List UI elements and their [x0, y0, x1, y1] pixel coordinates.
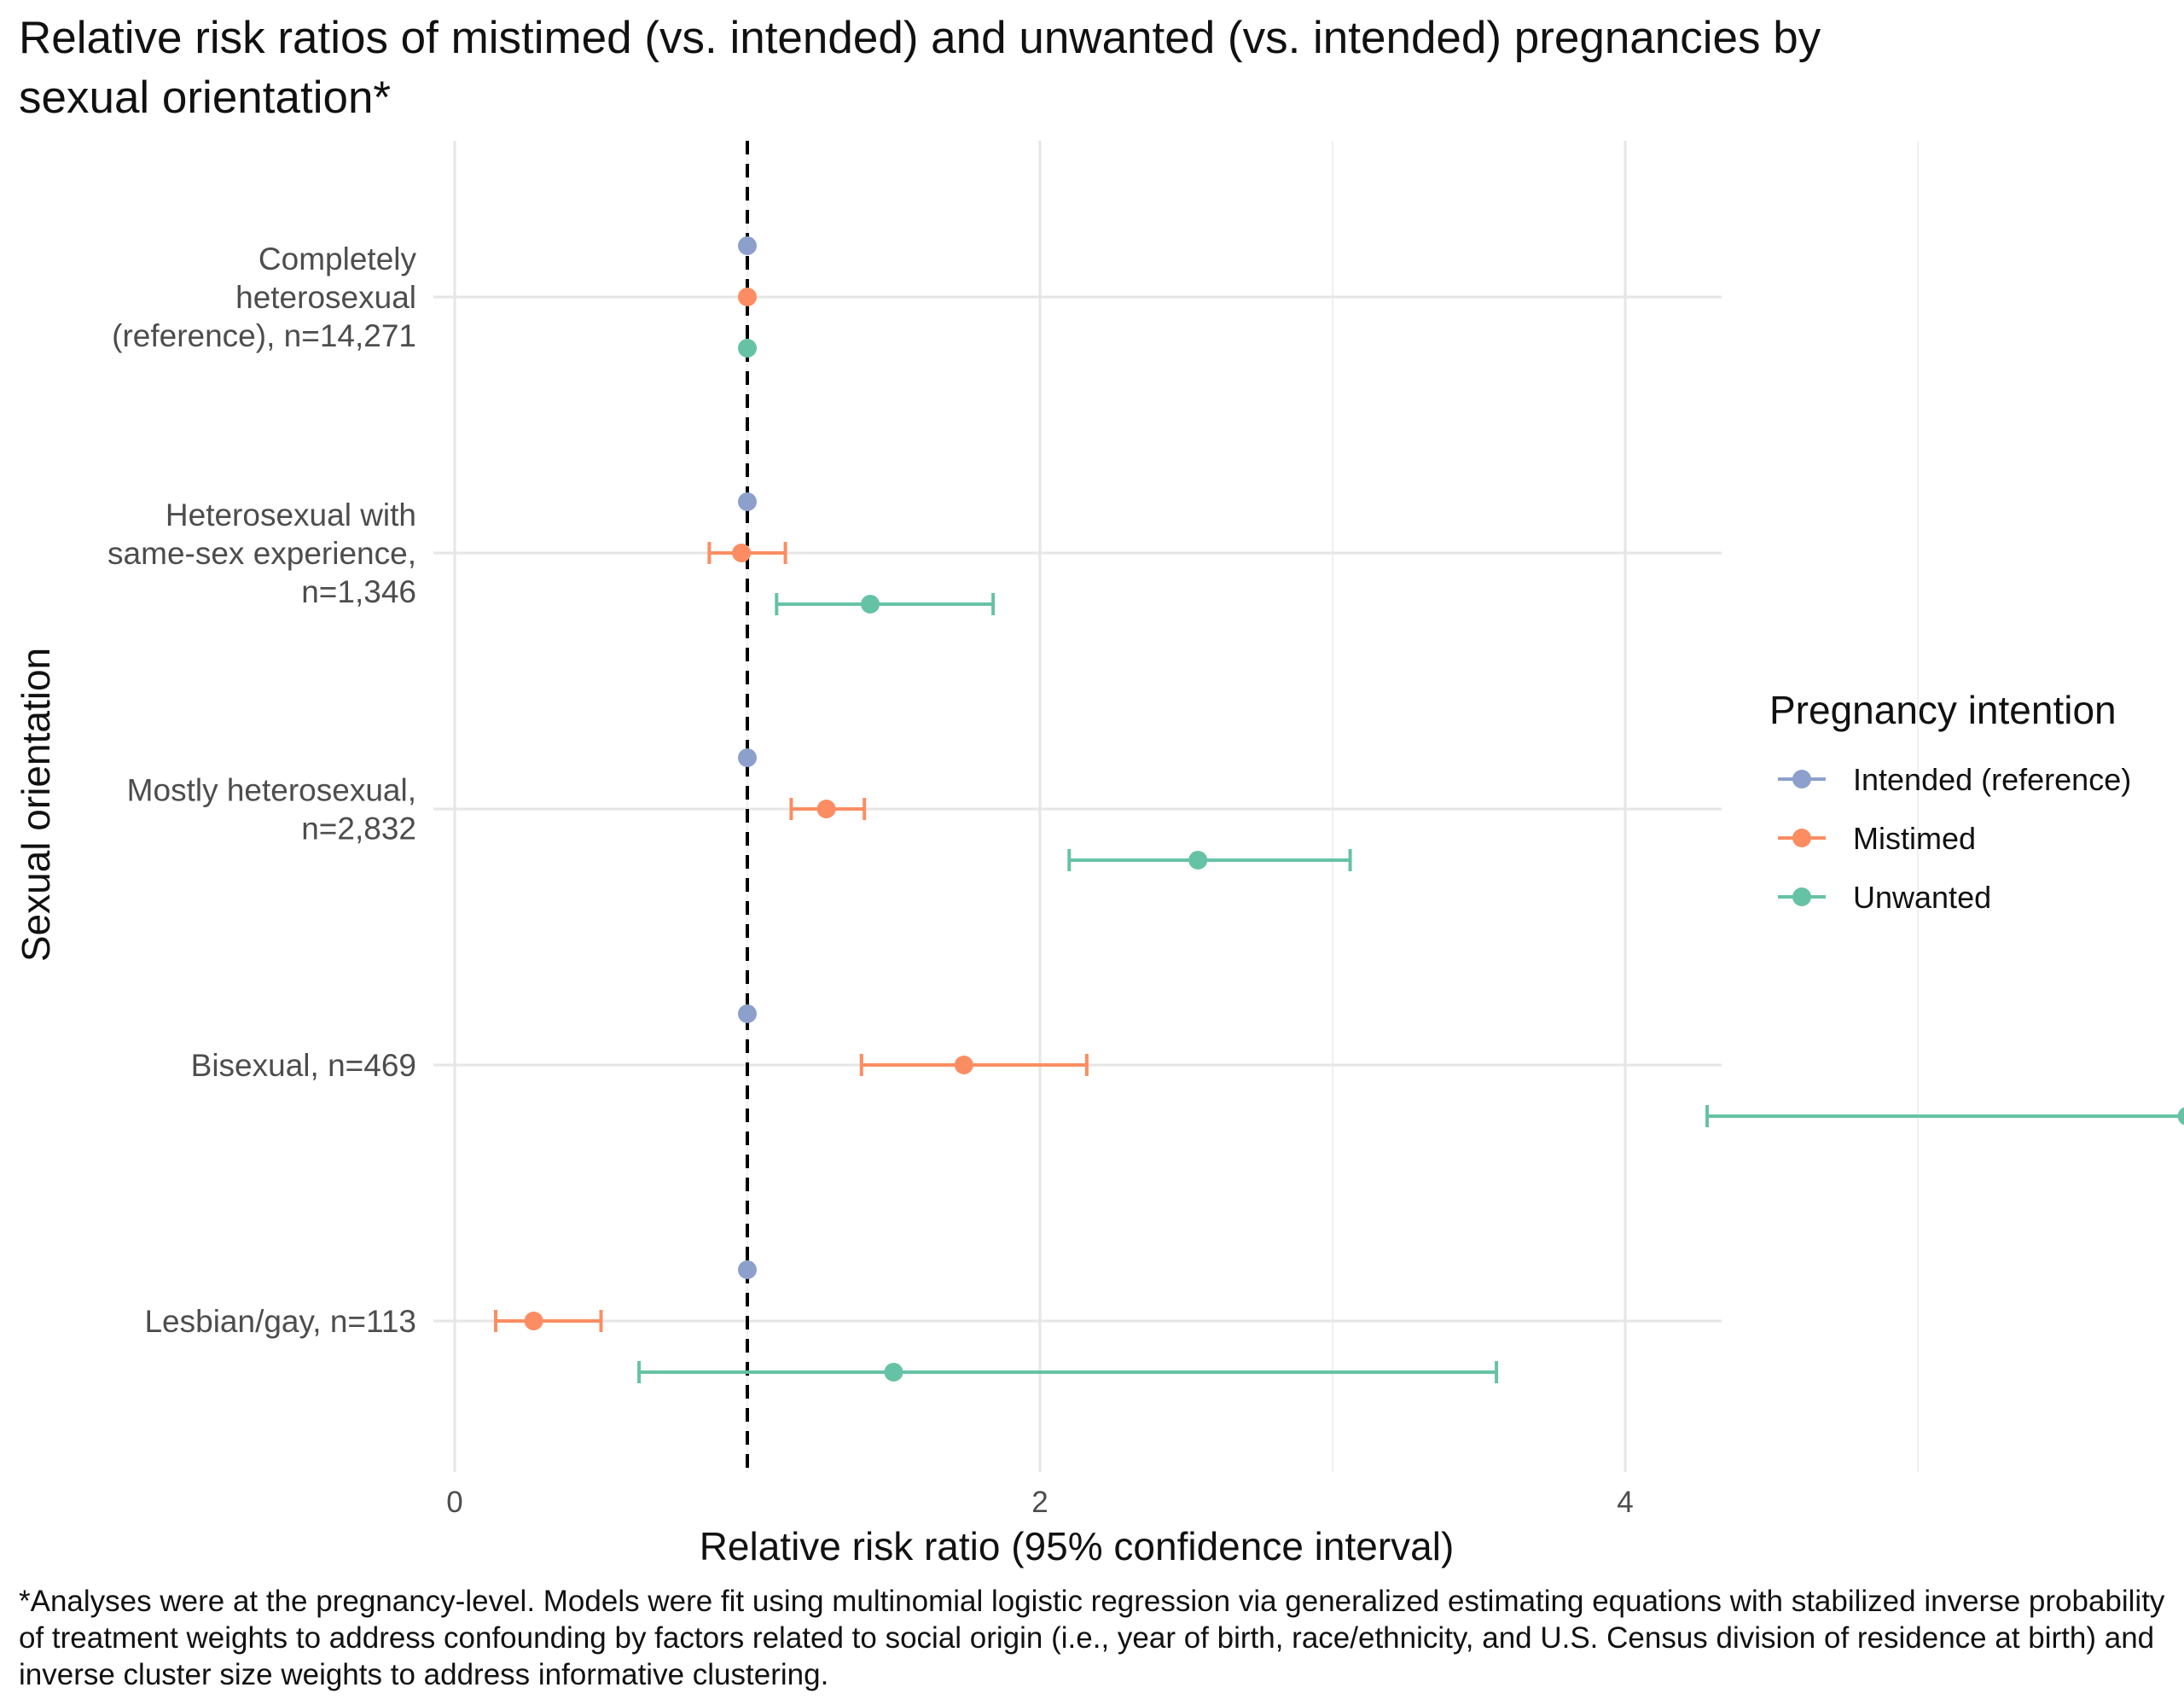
point-unwanted	[1067, 849, 1352, 871]
chart-title: Relative risk ratios of mistimed (vs. in…	[19, 13, 1833, 123]
point-intended-reference	[738, 748, 757, 767]
estimate-point	[738, 1004, 757, 1023]
point-intended-reference	[738, 492, 757, 511]
legend-label: Intended (reference)	[1853, 762, 2131, 797]
legend-label: Mistimed	[1853, 821, 1976, 856]
point-intended-reference	[738, 1260, 757, 1279]
estimate-point	[861, 595, 880, 614]
estimate-point	[816, 800, 836, 818]
category-label-line: Completely	[258, 241, 417, 276]
legend-key-point	[1792, 829, 1811, 847]
legend: Pregnancy intention Intended (reference)…	[1769, 688, 2131, 915]
y-axis-categories: Completely heterosexual (reference), n=14,…	[107, 241, 416, 1339]
estimate-point	[738, 288, 757, 306]
category-label: Bisexual, n=469	[191, 1048, 416, 1083]
y-axis-title: Sexual orientation	[14, 648, 58, 962]
category-label-line: n=2,832	[301, 812, 416, 847]
point-intended-reference	[738, 1004, 757, 1023]
footnote: *Analyses were at the pregnancy-level. M…	[19, 1585, 2165, 1691]
point-mistimed	[494, 1310, 603, 1332]
category-label-line: heterosexual	[235, 280, 416, 315]
category-label: Heterosexual with same-sex experience, n=1…	[107, 497, 416, 609]
category-label: Lesbian/gay, n=113	[144, 1304, 416, 1339]
x-tick-label: 4	[1617, 1486, 1633, 1519]
category-label-line: Lesbian/gay, n=113	[144, 1304, 416, 1339]
point-mistimed	[789, 798, 867, 820]
category-label-line: Bisexual, n=469	[191, 1048, 416, 1083]
category-label-line: Heterosexual with	[166, 497, 416, 532]
estimate-point	[738, 1260, 757, 1279]
category-label: Mostly heterosexual, n=2,832	[127, 773, 416, 847]
x-axis-title: Relative risk ratio (95% confidence inte…	[700, 1524, 1455, 1568]
legend-key-point	[1792, 887, 1811, 906]
estimate-point	[954, 1056, 973, 1074]
estimate-point	[524, 1312, 543, 1330]
point-mistimed	[738, 288, 757, 306]
point-mistimed	[707, 542, 787, 564]
point-unwanted	[1705, 1105, 2184, 1127]
x-tick-label: 2	[1031, 1486, 1048, 1519]
legend-title: Pregnancy intention	[1769, 688, 2117, 732]
x-tick-label: 0	[446, 1486, 462, 1519]
point-unwanted	[775, 593, 996, 615]
legend-label: Unwanted	[1853, 880, 1991, 915]
category-label-line: n=1,346	[301, 574, 416, 609]
chart-title-line-1: Relative risk ratios of mistimed (vs. in…	[19, 13, 1821, 63]
x-axis-ticks: 02468	[446, 1486, 1633, 1519]
point-unwanted	[738, 339, 757, 358]
category-label-line: (reference), n=14,271	[112, 318, 416, 353]
data-marks	[494, 236, 2184, 1383]
estimate-point	[738, 748, 757, 767]
estimate-point	[738, 492, 757, 511]
estimate-point	[884, 1363, 903, 1382]
estimate-point	[732, 544, 752, 562]
category-label-line: Mostly heterosexual,	[127, 773, 416, 808]
point-unwanted	[637, 1361, 1499, 1383]
grid	[433, 141, 1919, 1472]
estimate-point	[2177, 1107, 2184, 1126]
chart-title-line-2: sexual orientation*	[19, 73, 391, 123]
estimate-point	[738, 339, 757, 358]
category-label-line: same-sex experience,	[107, 536, 416, 571]
point-intended-reference	[738, 236, 757, 255]
point-mistimed	[859, 1054, 1089, 1076]
estimate-point	[738, 236, 757, 255]
estimate-point	[1188, 851, 1208, 870]
category-label: Completely heterosexual (reference), n=14,…	[112, 241, 416, 353]
legend-key-point	[1792, 770, 1811, 788]
